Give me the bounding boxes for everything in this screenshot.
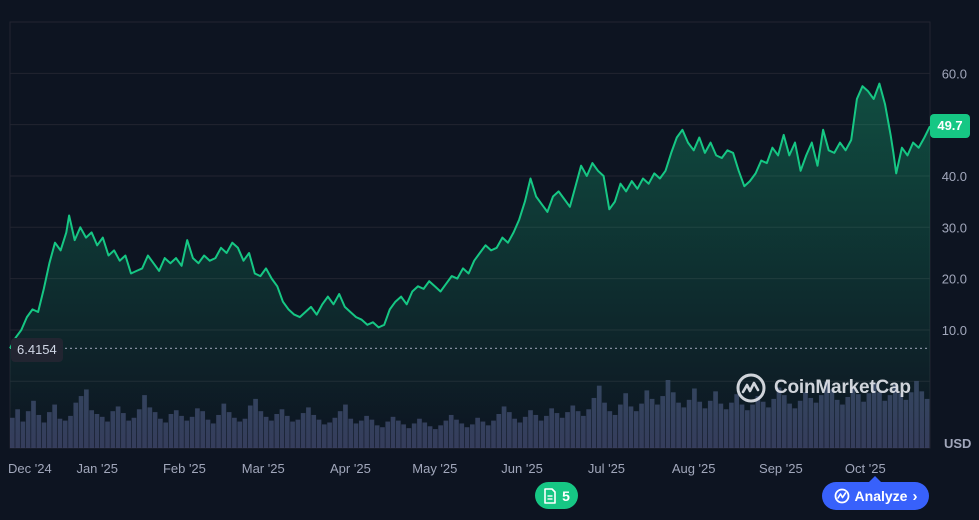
- x-tick-label: Sep '25: [759, 461, 803, 476]
- last-price-badge: 49.7: [930, 114, 970, 139]
- x-tick-label: Apr '25: [330, 461, 371, 476]
- chevron-right-icon: ›: [912, 487, 918, 505]
- analyze-pointer: [869, 476, 881, 482]
- coinmarketcap-logo-icon: [736, 373, 766, 403]
- x-tick-label: Feb '25: [163, 461, 206, 476]
- price-line: [9, 82, 931, 349]
- price-area: [10, 83, 930, 448]
- start-price-badge: 6.4154: [11, 338, 63, 363]
- analyze-button[interactable]: Analyze ›: [822, 482, 929, 510]
- y-tick-label: 10.0: [942, 323, 967, 338]
- coinmarketcap-watermark: CoinMarketCap: [735, 372, 911, 404]
- analyze-label: Analyze: [854, 488, 908, 504]
- x-tick-label: Mar '25: [242, 461, 285, 476]
- x-tick-label: Jan '25: [76, 461, 118, 476]
- price-area-fill: [10, 83, 930, 448]
- y-tick-label: 20.0: [942, 272, 967, 287]
- x-tick-label: Jul '25: [588, 461, 625, 476]
- y-tick-label: 30.0: [942, 220, 967, 235]
- currency-label: USD: [944, 436, 972, 451]
- analyze-icon: [834, 488, 849, 504]
- document-icon: [544, 487, 556, 504]
- y-tick-label: 40.0: [942, 169, 967, 184]
- news-count-button[interactable]: 5: [535, 482, 578, 509]
- watermark-brand-text: CoinMarketCap: [774, 377, 911, 398]
- y-axis-labels: 10.0 20.0 30.0 40.0 60.0: [942, 66, 967, 338]
- news-count: 5: [562, 487, 570, 504]
- x-tick-label: Dec '24: [8, 461, 52, 476]
- x-tick-label: Jun '25: [501, 461, 543, 476]
- x-tick-label: Aug '25: [672, 461, 716, 476]
- x-tick-label: Oct '25: [845, 461, 886, 476]
- price-series-line: [9, 82, 931, 349]
- y-tick-label: 60.0: [942, 66, 967, 81]
- x-tick-label: May '25: [412, 461, 457, 476]
- x-axis-labels: Dec '24 Jan '25 Feb '25 Mar '25 Apr '25 May '…: [8, 461, 886, 476]
